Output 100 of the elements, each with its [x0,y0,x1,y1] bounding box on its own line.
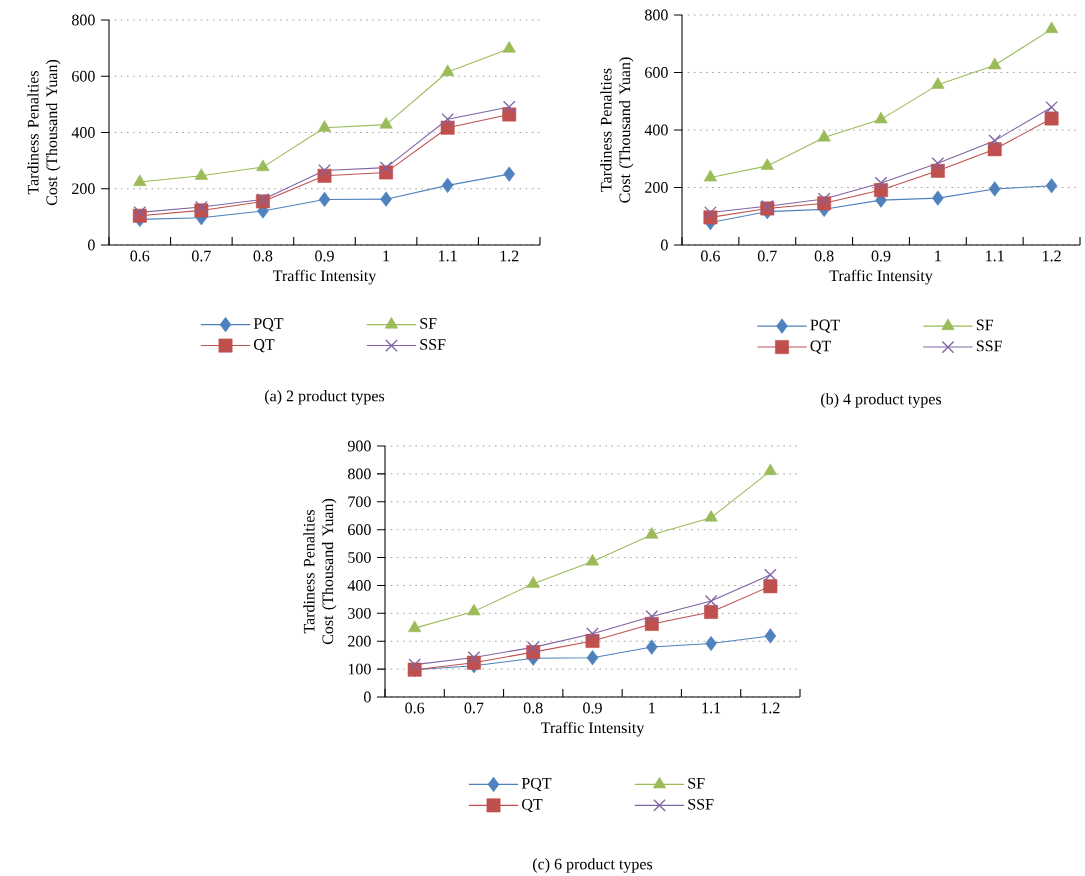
text: (b) 4 product types [821,393,942,408]
legend-label: SF [976,319,994,331]
point [932,190,944,206]
x-tick-label: 0.8 [814,250,834,262]
y-tick-label: 300 [348,607,371,619]
legend-label: PQT [521,777,552,792]
point [467,603,481,616]
point [763,579,778,594]
point [467,651,481,664]
text: (c) 6 product types [533,858,653,873]
x-tick-label: 1 [649,702,655,714]
y-tick-label: 500 [348,552,371,563]
point [760,158,774,170]
x-tick-label: 0.7 [464,702,484,714]
point [318,191,331,208]
x-tick-label: 1.2 [761,702,780,714]
text: (a) 2 product types [265,390,385,405]
point [764,568,777,582]
point [1045,178,1058,194]
point [1044,21,1059,34]
x-tick-label: 0.6 [130,250,150,262]
x-tick-label: 0.7 [757,250,777,262]
y-tick-label: 0 [364,691,371,703]
point [988,134,1002,147]
y-tick-label: 0 [661,239,668,251]
legend-label: SF [688,777,705,789]
x-tick-label: 0.6 [701,250,720,262]
point [704,206,717,219]
legend-label: QT [254,339,275,353]
legend-label: SSF [420,339,446,350]
legend-label: QT [522,798,543,813]
point [317,168,332,183]
x-tick-label: 1.2 [1042,250,1061,262]
y-tick-label: 800 [645,9,668,21]
y-tick-label: 800 [348,468,371,480]
y-tick-label: 400 [644,124,668,136]
y-tick-label: 600 [72,70,95,82]
point [931,77,945,89]
x-axis-title: Traffic Intensity [541,721,645,737]
point [441,64,455,76]
x-tick-label: 0.9 [315,250,334,262]
point [645,610,659,623]
x-tick-label: 1.1 [439,250,457,262]
point [704,510,718,522]
x-tick-label: 1.2 [500,250,519,262]
point [441,112,454,126]
x-tick-label: 0.9 [583,702,602,714]
x-tick-label: 1.1 [986,250,1004,262]
y-tick-label: 400 [347,580,371,591]
legend-label: PQT [810,319,840,333]
point [764,628,777,644]
point [586,627,599,641]
legend-label: QT [810,340,831,354]
point [703,169,718,182]
legend-label: SSF [976,340,1002,352]
point [526,576,540,588]
y-tick-label: 800 [72,14,95,26]
point [585,553,600,566]
x-tick-label: 1.1 [702,702,721,714]
y-axis-title: Tardiness Penalties Cost (Thousand Yuan) [27,59,61,206]
point [526,641,540,654]
point [440,120,455,135]
y-axis-title: Tardiness Penalties Cost (Thousand Yuan) [600,57,634,203]
x-tick-label: 0.8 [523,702,543,714]
point [704,605,719,619]
point [380,191,392,207]
point [318,164,331,177]
point [704,594,718,608]
point [441,177,454,193]
point [763,463,777,476]
point [256,159,270,172]
point [502,100,516,114]
x-tick-label: 0.8 [253,250,273,262]
y-tick-label: 400 [71,127,95,138]
point [195,200,208,214]
y-tick-label: 700 [348,496,371,508]
point [502,41,516,53]
y-tick-label: 600 [645,67,668,78]
point [1045,100,1058,114]
y-tick-label: 100 [348,663,371,675]
point [408,620,422,633]
point [817,192,831,206]
y-axis-title: Tardiness Penalties Cost (Thousand Yuan) [303,498,337,645]
point [646,639,658,655]
point [645,527,659,539]
x-tick-label: 0.6 [405,702,425,714]
x-tick-label: 1 [935,250,941,262]
point [194,168,208,180]
y-tick-label: 600 [348,524,371,536]
x-axis-title: Traffic Intensity [829,269,933,285]
point [503,166,515,182]
point [988,57,1002,70]
point [379,117,393,129]
y-tick-label: 0 [88,239,95,251]
legend-label: PQT [253,318,284,332]
point [408,658,421,671]
point [931,157,945,170]
point [705,635,717,652]
legend-label: SSF [688,798,714,810]
point [1044,111,1059,126]
